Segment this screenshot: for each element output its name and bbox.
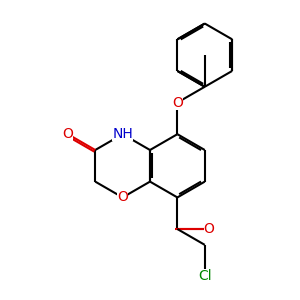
- Text: O: O: [204, 222, 214, 236]
- Text: O: O: [117, 190, 128, 204]
- Text: O: O: [172, 96, 183, 110]
- Text: Cl: Cl: [198, 269, 211, 284]
- Text: O: O: [62, 127, 73, 141]
- Text: NH: NH: [112, 127, 133, 141]
